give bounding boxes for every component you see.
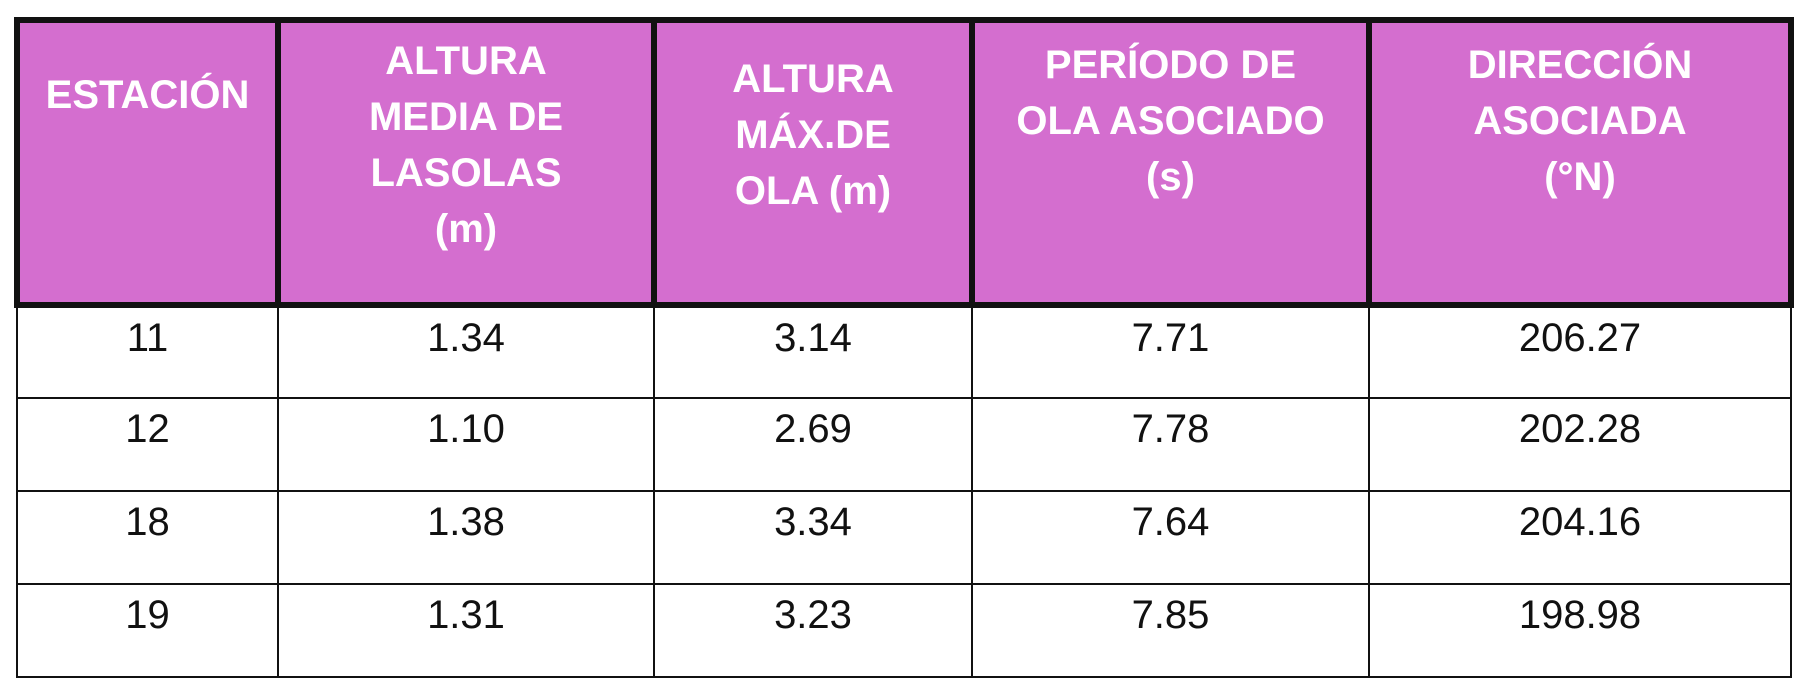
table-header-row: ESTACIÓN ALTURA MEDIA DE LASOLAS (m) ALT… (14, 17, 1794, 308)
wave-data-table: ESTACIÓN ALTURA MEDIA DE LASOLAS (m) ALT… (14, 17, 1794, 678)
cell-periodo: 7.71 (971, 305, 1370, 399)
cell-altura-media: 1.10 (277, 397, 655, 492)
cell-altura-media: 1.34 (277, 305, 655, 399)
cell-periodo: 7.78 (971, 397, 1370, 492)
cell-altura-max: 3.14 (653, 305, 973, 399)
cell-direccion: 206.27 (1368, 305, 1792, 399)
table-row: 11 1.34 3.14 7.71 206.27 (16, 305, 1792, 399)
table-row: 12 1.10 2.69 7.78 202.28 (16, 397, 1792, 492)
cell-direccion: 198.98 (1368, 583, 1792, 678)
cell-altura-max: 3.34 (653, 490, 973, 585)
header-estacion: ESTACIÓN (14, 17, 281, 308)
cell-periodo: 7.64 (971, 490, 1370, 585)
cell-altura-max: 3.23 (653, 583, 973, 678)
cell-altura-max: 2.69 (653, 397, 973, 492)
cell-estacion: 11 (16, 305, 279, 399)
table-row: 19 1.31 3.23 7.85 198.98 (16, 583, 1792, 678)
cell-direccion: 202.28 (1368, 397, 1792, 492)
header-altura-max: ALTURA MÁX.DE OLA (m) (651, 17, 975, 308)
header-direccion: DIRECCIÓN ASOCIADA (°N) (1366, 17, 1794, 308)
cell-estacion: 18 (16, 490, 279, 585)
cell-estacion: 19 (16, 583, 279, 678)
header-periodo: PERÍODO DE OLA ASOCIADO (s) (969, 17, 1372, 308)
table-row: 18 1.38 3.34 7.64 204.16 (16, 490, 1792, 585)
cell-altura-media: 1.38 (277, 490, 655, 585)
cell-altura-media: 1.31 (277, 583, 655, 678)
cell-direccion: 204.16 (1368, 490, 1792, 585)
cell-periodo: 7.85 (971, 583, 1370, 678)
header-altura-media: ALTURA MEDIA DE LASOLAS (m) (275, 17, 657, 308)
cell-estacion: 12 (16, 397, 279, 492)
